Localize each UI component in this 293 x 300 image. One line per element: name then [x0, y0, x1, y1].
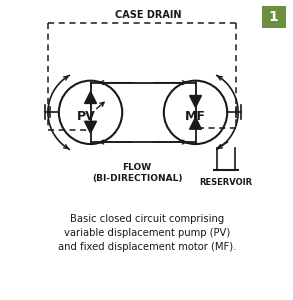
Bar: [262, 6, 286, 28]
Text: MF: MF: [185, 110, 206, 123]
Polygon shape: [85, 92, 96, 104]
Polygon shape: [85, 121, 96, 133]
Text: CASE DRAIN: CASE DRAIN: [115, 10, 181, 20]
Text: FLOW
(BI-DIRECTIONAL): FLOW (BI-DIRECTIONAL): [92, 163, 182, 183]
Polygon shape: [190, 95, 202, 107]
Polygon shape: [190, 117, 202, 129]
Text: Basic closed circuit comprising
variable displacement pump (PV)
and fixed displa: Basic closed circuit comprising variable…: [58, 214, 236, 252]
Text: 1: 1: [269, 10, 279, 24]
Text: PV: PV: [77, 110, 96, 123]
Text: RESERVOIR: RESERVOIR: [200, 178, 253, 187]
